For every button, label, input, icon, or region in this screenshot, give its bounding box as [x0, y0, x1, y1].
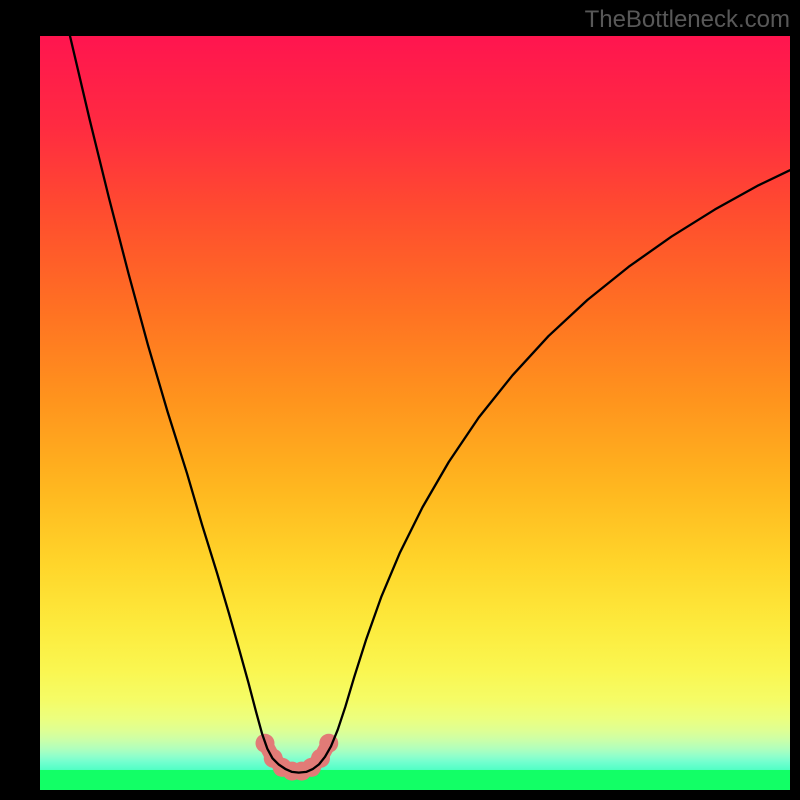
chart-container: TheBottleneck.com [0, 0, 800, 800]
bottleneck-curve [70, 36, 790, 773]
watermark-text: TheBottleneck.com [585, 6, 790, 34]
plot-area [40, 36, 790, 790]
curve-layer [40, 36, 790, 790]
